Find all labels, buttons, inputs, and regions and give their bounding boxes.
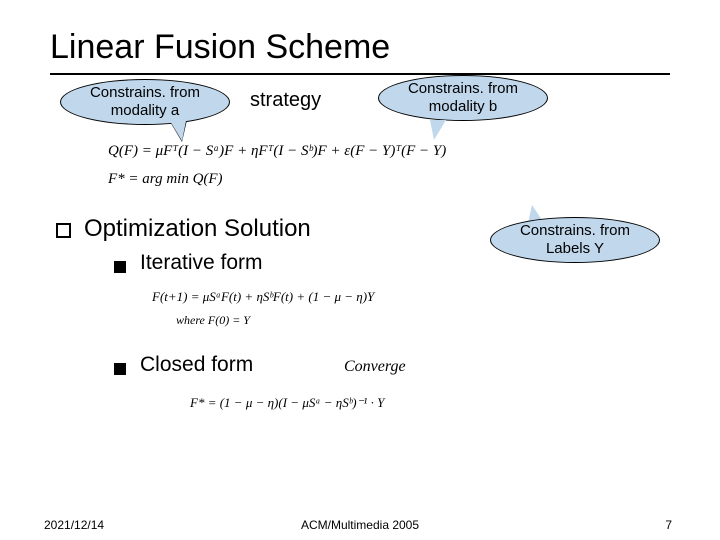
callout-tail-b bbox=[430, 120, 446, 140]
section-optimization: Optimization Solution bbox=[84, 215, 311, 243]
subsection-closed: Closed form bbox=[140, 353, 253, 377]
content-area: strategy Constrains. from modality a Con… bbox=[0, 75, 720, 495]
bullet-filled-icon bbox=[114, 261, 126, 273]
formula-fstar: F* = arg min Q(F) bbox=[108, 171, 223, 188]
callout-text: Constrains. from modality a bbox=[90, 84, 200, 120]
page-title: Linear Fusion Scheme bbox=[0, 0, 720, 69]
footer-page: 7 bbox=[665, 518, 672, 532]
callout-modality-b: Constrains. from modality b bbox=[378, 75, 548, 121]
converge-label: Converge bbox=[344, 358, 406, 376]
formula-q: Q(F) = μFᵀ(I − Sᵃ)F + ηFᵀ(I − Sᵇ)F + ε(F… bbox=[108, 143, 446, 160]
callout-text: Constrains. from modality b bbox=[408, 80, 518, 116]
bullet-filled-icon bbox=[114, 363, 126, 375]
formula-closed: F* = (1 − μ − η)(I − μSᵃ − ηSᵇ)⁻¹ · Y bbox=[190, 395, 384, 411]
callout-text: Constrains. from Labels Y bbox=[520, 222, 630, 258]
callout-labels-y: Constrains. from Labels Y bbox=[490, 217, 660, 263]
formula-iterative: F(t+1) = μSᵃF(t) + ηSᵇF(t) + (1 − μ − η)… bbox=[152, 289, 374, 305]
formula-where: where F(0) = Y bbox=[176, 313, 250, 328]
footer-date: 2021/12/14 bbox=[44, 518, 104, 532]
bullet-square-icon bbox=[56, 223, 71, 238]
subsection-iterative: Iterative form bbox=[140, 251, 263, 275]
strategy-label: strategy bbox=[250, 89, 321, 112]
callout-tail-a bbox=[170, 121, 186, 141]
callout-modality-a: Constrains. from modality a bbox=[60, 79, 230, 125]
footer-venue: ACM/Multimedia 2005 bbox=[301, 518, 419, 532]
